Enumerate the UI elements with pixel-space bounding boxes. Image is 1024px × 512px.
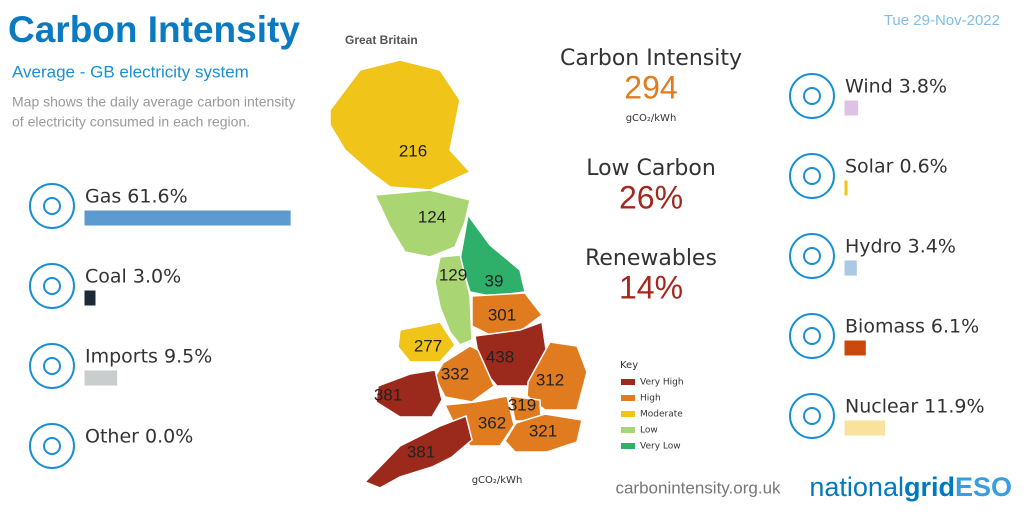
fuel-icon-glyph — [43, 277, 61, 295]
key-swatch — [621, 411, 635, 417]
region-value: 332 — [441, 364, 469, 383]
key-label: Moderate — [640, 410, 683, 420]
date: Tue 29-Nov-2022 — [884, 12, 1000, 29]
stat-value: 14% — [619, 269, 683, 305]
fuel-bar — [844, 340, 866, 356]
stat-value: 26% — [619, 179, 683, 215]
logo-part: ESO — [955, 472, 1012, 502]
fuel-icon-glyph — [803, 87, 821, 105]
region — [363, 414, 473, 489]
fuel-icon-glyph — [43, 357, 61, 375]
region — [375, 369, 443, 418]
region-value: 39 — [485, 271, 504, 290]
region-value: 438 — [486, 347, 514, 366]
title: Carbon Intensity — [8, 9, 300, 50]
key-label: Very Low — [640, 442, 681, 452]
map-unit: gCO₂/kWh — [472, 475, 523, 486]
stat-title: Low Carbon — [586, 156, 716, 181]
fuel-icon-glyph — [803, 167, 821, 185]
fuel-icon-glyph — [803, 407, 821, 425]
key-swatch — [621, 443, 635, 449]
fuel-bar — [84, 210, 291, 226]
fuel-label: Coal 3.0% — [85, 266, 181, 288]
fuel-label: Hydro 3.4% — [845, 236, 956, 258]
subtitle: Average - GB electricity system — [12, 62, 249, 81]
fuel-icon — [29, 423, 75, 469]
region-value: 319 — [508, 395, 536, 414]
fuel-icon — [789, 313, 835, 359]
key-title: Key — [620, 360, 638, 371]
fuel-label: Other 0.0% — [85, 426, 193, 448]
region-value: 129 — [439, 265, 467, 284]
fuel-bar — [844, 180, 848, 196]
stat-unit: gCO₂/kWh — [626, 113, 677, 124]
fuel-icon-glyph — [803, 247, 821, 265]
region-value: 362 — [478, 413, 506, 432]
region-value: 312 — [536, 370, 564, 389]
fuel-label: Biomass 6.1% — [845, 316, 979, 338]
region — [329, 59, 472, 191]
fuel-label: Imports 9.5% — [85, 346, 212, 368]
region-value: 124 — [418, 207, 446, 226]
region-value: 381 — [407, 442, 435, 461]
stat-value: 294 — [624, 69, 677, 105]
description: of electricity consumed in each region. — [12, 114, 250, 130]
fuel-icon-glyph — [43, 437, 61, 455]
key-label: High — [640, 394, 661, 404]
fuel-icon — [29, 183, 75, 229]
fuel-label: Gas 61.6% — [85, 186, 188, 208]
fuel-label: Wind 3.8% — [845, 76, 947, 98]
region-name: Great Britain — [345, 33, 418, 47]
fuel-bar — [844, 100, 859, 116]
key-swatch — [621, 395, 635, 401]
region-value: 321 — [529, 421, 557, 440]
key-swatch — [621, 427, 635, 433]
fuel-icon — [29, 263, 75, 309]
region — [397, 321, 456, 363]
url: carbonintensity.org.uk — [615, 478, 781, 497]
logo: nationalgridESO — [809, 472, 1012, 502]
region-value: 216 — [399, 141, 427, 160]
fuel-icon — [789, 233, 835, 279]
fuel-icon — [789, 393, 835, 439]
logo-part: national — [809, 472, 904, 502]
fuel-label: Nuclear 11.9% — [845, 396, 985, 418]
fuel-icon — [29, 343, 75, 389]
region-value: 277 — [414, 336, 442, 355]
fuel-bar — [844, 420, 886, 436]
fuel-icon — [789, 73, 835, 119]
key-label: Low — [640, 426, 658, 436]
stat-title: Renewables — [585, 246, 717, 271]
fuel-label: Solar 0.6% — [845, 156, 948, 178]
fuel-bar — [84, 370, 118, 386]
region — [434, 254, 473, 346]
fuel-icon-glyph — [803, 327, 821, 345]
fuel-bar — [84, 290, 96, 306]
map — [329, 59, 588, 489]
region-value: 301 — [488, 305, 516, 324]
region-value: 381 — [374, 385, 402, 404]
description: Map shows the daily average carbon inten… — [12, 94, 295, 110]
stat-title: Carbon Intensity — [560, 46, 742, 71]
key-label: Very High — [640, 378, 684, 388]
region — [373, 189, 471, 258]
logo-part: grid — [904, 472, 955, 502]
fuel-icon-glyph — [43, 197, 61, 215]
region — [504, 413, 583, 453]
key-swatch — [621, 379, 635, 385]
fuel-bar — [844, 260, 857, 276]
fuel-icon — [789, 153, 835, 199]
